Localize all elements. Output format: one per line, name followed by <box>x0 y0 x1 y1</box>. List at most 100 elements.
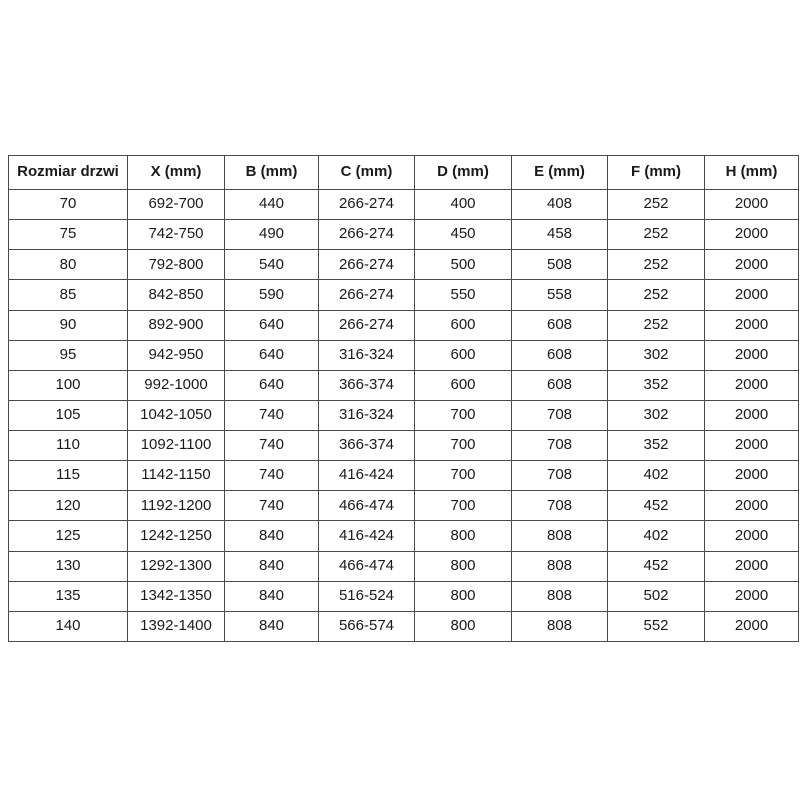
column-header-e: E (mm) <box>511 155 608 190</box>
dimension-cell: 252 <box>607 188 705 221</box>
dimension-cell: 608 <box>511 339 608 371</box>
dimension-cell: 740 <box>224 429 319 462</box>
door-size-cell: 110 <box>8 429 128 462</box>
dimension-cell: 792-800 <box>127 249 225 281</box>
table-row: 110 1092-1100 740 366-374 700 708 352 2000 <box>8 429 799 462</box>
dimension-cell: 2000 <box>704 550 799 582</box>
dimension-cell: 1142-1150 <box>127 460 225 492</box>
dimension-cell: 400 <box>414 188 512 221</box>
dimension-cell: 302 <box>607 339 705 371</box>
column-header-c: C (mm) <box>318 155 415 190</box>
dimension-cell: 708 <box>511 429 608 462</box>
column-header-b: B (mm) <box>224 155 319 190</box>
table-row: 130 1292-1300 840 466-474 800 808 452 2000 <box>8 550 799 582</box>
column-header-door-size: Rozmiar drzwi <box>8 155 128 190</box>
door-size-cell: 120 <box>8 490 128 522</box>
table-row: 100 992-1000 640 366-374 600 608 352 2000 <box>8 369 799 401</box>
dimension-cell: 2000 <box>704 399 799 432</box>
dimension-cell: 840 <box>224 550 319 582</box>
door-size-cell: 135 <box>8 580 128 612</box>
table-row: 70 692-700 440 266-274 400 408 252 2000 <box>8 188 799 221</box>
dimension-cell: 808 <box>511 580 608 612</box>
table-row: 90 892-900 640 266-274 600 608 252 2000 <box>8 309 799 341</box>
dimension-cell: 800 <box>414 610 512 643</box>
dimension-cell: 416-424 <box>318 520 415 552</box>
dimension-cell: 552 <box>607 610 705 643</box>
dimension-cell: 566-574 <box>318 610 415 643</box>
dimension-cell: 2000 <box>704 429 799 462</box>
dimension-cell: 640 <box>224 369 319 401</box>
dimension-cell: 1092-1100 <box>127 429 225 462</box>
table-row: 120 1192-1200 740 466-474 700 708 452 2000 <box>8 490 799 522</box>
dimension-cell: 500 <box>414 249 512 281</box>
dimension-cell: 252 <box>607 309 705 341</box>
dimension-cell: 700 <box>414 399 512 432</box>
dimension-cell: 1042-1050 <box>127 399 225 432</box>
dimension-cell: 466-474 <box>318 490 415 522</box>
dimension-cell: 992-1000 <box>127 369 225 401</box>
table-row: 125 1242-1250 840 416-424 800 808 402 2000 <box>8 520 799 552</box>
door-size-cell: 70 <box>8 188 128 221</box>
dimension-cell: 800 <box>414 550 512 582</box>
dimension-cell: 540 <box>224 249 319 281</box>
door-size-cell: 140 <box>8 610 128 643</box>
dimension-cell: 408 <box>511 188 608 221</box>
table-row: 75 742-750 490 266-274 450 458 252 2000 <box>8 219 799 251</box>
table-row: 140 1392-1400 840 566-574 800 808 552 2000 <box>8 610 799 643</box>
door-size-cell: 75 <box>8 219 128 251</box>
door-size-cell: 115 <box>8 460 128 492</box>
table-row: 135 1342-1350 840 516-524 800 808 502 2000 <box>8 580 799 612</box>
dimension-cell: 700 <box>414 429 512 462</box>
dimension-cell: 842-850 <box>127 279 225 311</box>
table-row: 95 942-950 640 316-324 600 608 302 2000 <box>8 339 799 371</box>
dimension-cell: 2000 <box>704 219 799 251</box>
dimension-cell: 416-424 <box>318 460 415 492</box>
dimension-cell: 600 <box>414 339 512 371</box>
dimension-cell: 1242-1250 <box>127 520 225 552</box>
door-size-cell: 105 <box>8 399 128 432</box>
door-size-cell: 85 <box>8 279 128 311</box>
dimension-cell: 266-274 <box>318 309 415 341</box>
dimension-cell: 2000 <box>704 490 799 522</box>
dimension-cell: 1192-1200 <box>127 490 225 522</box>
header-row: Rozmiar drzwi X (mm) B (mm) C (mm) D (mm… <box>8 155 799 190</box>
dimension-cell: 366-374 <box>318 429 415 462</box>
dimension-cell: 600 <box>414 309 512 341</box>
dimension-cell: 252 <box>607 279 705 311</box>
dimension-cell: 2000 <box>704 610 799 643</box>
dimension-cell: 558 <box>511 279 608 311</box>
column-header-x: X (mm) <box>127 155 225 190</box>
dimension-cell: 402 <box>607 460 705 492</box>
dimension-cell: 708 <box>511 460 608 492</box>
dimension-cell: 2000 <box>704 460 799 492</box>
dimension-cell: 2000 <box>704 249 799 281</box>
dimension-cell: 800 <box>414 580 512 612</box>
dimension-cell: 740 <box>224 490 319 522</box>
dimension-cell: 1292-1300 <box>127 550 225 582</box>
dimension-cell: 252 <box>607 219 705 251</box>
dimension-cell: 458 <box>511 219 608 251</box>
dimension-cell: 2000 <box>704 188 799 221</box>
table-body: 70 692-700 440 266-274 400 408 252 2000 75 742-75… <box>8 188 799 643</box>
dimension-cell: 508 <box>511 249 608 281</box>
dimension-cell: 2000 <box>704 520 799 552</box>
dimension-cell: 2000 <box>704 279 799 311</box>
door-size-cell: 95 <box>8 339 128 371</box>
dimension-cell: 1392-1400 <box>127 610 225 643</box>
dimension-cell: 700 <box>414 490 512 522</box>
dimension-cell: 302 <box>607 399 705 432</box>
column-header-f: F (mm) <box>607 155 705 190</box>
dimension-cell: 2000 <box>704 309 799 341</box>
dimension-cell: 892-900 <box>127 309 225 341</box>
table-header: Rozmiar drzwi X (mm) B (mm) C (mm) D (mm… <box>8 155 799 190</box>
door-size-cell: 125 <box>8 520 128 552</box>
column-header-d: D (mm) <box>414 155 512 190</box>
dimension-cell: 516-524 <box>318 580 415 612</box>
dimension-cell: 266-274 <box>318 188 415 221</box>
dimension-cell: 608 <box>511 369 608 401</box>
dimension-cell: 352 <box>607 369 705 401</box>
dimension-cell: 840 <box>224 580 319 612</box>
door-size-cell: 100 <box>8 369 128 401</box>
dimension-cell: 266-274 <box>318 249 415 281</box>
